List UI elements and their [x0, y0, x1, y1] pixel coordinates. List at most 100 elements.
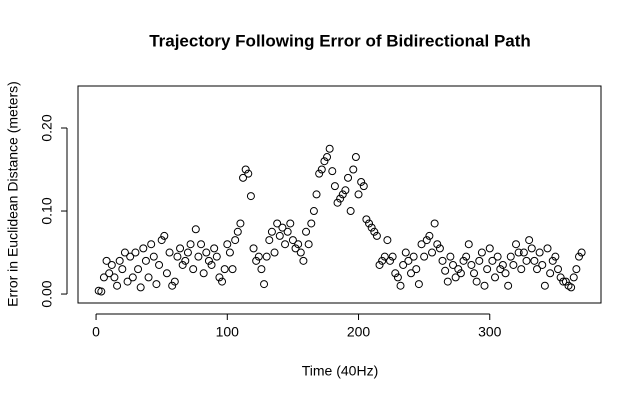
point [107, 260, 116, 269]
point [220, 265, 229, 274]
point [559, 277, 568, 286]
point [472, 277, 481, 286]
point [538, 260, 547, 269]
point [517, 265, 526, 274]
point [551, 252, 560, 261]
point [260, 280, 269, 289]
point [370, 227, 379, 236]
point [548, 256, 557, 265]
point [231, 236, 240, 245]
point [425, 231, 434, 240]
point [136, 283, 145, 292]
point [218, 277, 227, 286]
point [512, 240, 521, 249]
point [170, 277, 179, 286]
point [162, 269, 171, 278]
chart-title: Trajectory Following Error of Bidirectio… [149, 31, 531, 50]
point [131, 248, 140, 257]
point [223, 240, 232, 249]
point [420, 252, 429, 261]
point [236, 219, 245, 228]
point [546, 269, 555, 278]
point [288, 236, 297, 245]
point [204, 256, 213, 265]
point [346, 207, 355, 216]
point [367, 223, 376, 232]
point [522, 256, 531, 265]
point [118, 265, 127, 274]
point [97, 287, 106, 296]
point [128, 273, 137, 282]
point [309, 207, 318, 216]
point [102, 256, 111, 265]
point [467, 260, 476, 269]
point [435, 244, 444, 253]
point [246, 192, 255, 201]
point [428, 248, 437, 257]
point [509, 260, 518, 269]
point [304, 240, 313, 249]
point [249, 244, 258, 253]
point [233, 227, 242, 236]
point [307, 219, 316, 228]
point [173, 252, 182, 261]
point [197, 240, 206, 249]
point [388, 252, 397, 261]
point [396, 281, 405, 290]
point [383, 236, 392, 245]
point [181, 256, 190, 265]
point [325, 144, 334, 153]
point [141, 256, 150, 265]
point [123, 277, 132, 286]
point [152, 280, 161, 289]
point [386, 256, 395, 265]
point [391, 269, 400, 278]
x-tick-label: 100 [216, 324, 240, 340]
point [519, 248, 528, 257]
point [149, 252, 158, 261]
point [577, 248, 586, 257]
point [485, 244, 494, 253]
point [449, 260, 458, 269]
point [239, 173, 248, 182]
point [441, 266, 450, 275]
point [330, 182, 339, 191]
point [412, 265, 421, 274]
point [215, 273, 224, 282]
point [228, 265, 237, 274]
point [113, 281, 122, 290]
point [320, 157, 329, 166]
x-tick-label: 300 [478, 324, 502, 340]
point [569, 273, 578, 282]
point [501, 269, 510, 278]
point [446, 252, 455, 261]
point [155, 260, 164, 269]
point [338, 190, 347, 199]
point [498, 260, 507, 269]
point [456, 269, 465, 278]
point [351, 153, 360, 162]
point [291, 244, 300, 253]
point [344, 173, 353, 182]
point [115, 256, 124, 265]
point [462, 252, 471, 261]
y-tick-label: 0.00 [39, 280, 55, 307]
point [443, 277, 452, 286]
point [430, 219, 439, 228]
point [302, 227, 311, 236]
point [270, 248, 279, 257]
point [323, 153, 332, 162]
point [336, 194, 345, 203]
point [183, 248, 192, 257]
point [372, 231, 381, 240]
point [191, 225, 200, 234]
point [110, 273, 119, 282]
point [556, 273, 565, 282]
point [488, 256, 497, 265]
point [168, 281, 177, 290]
point [417, 240, 426, 249]
point [493, 252, 502, 261]
point [475, 256, 484, 265]
point [464, 240, 473, 249]
point [105, 269, 114, 278]
